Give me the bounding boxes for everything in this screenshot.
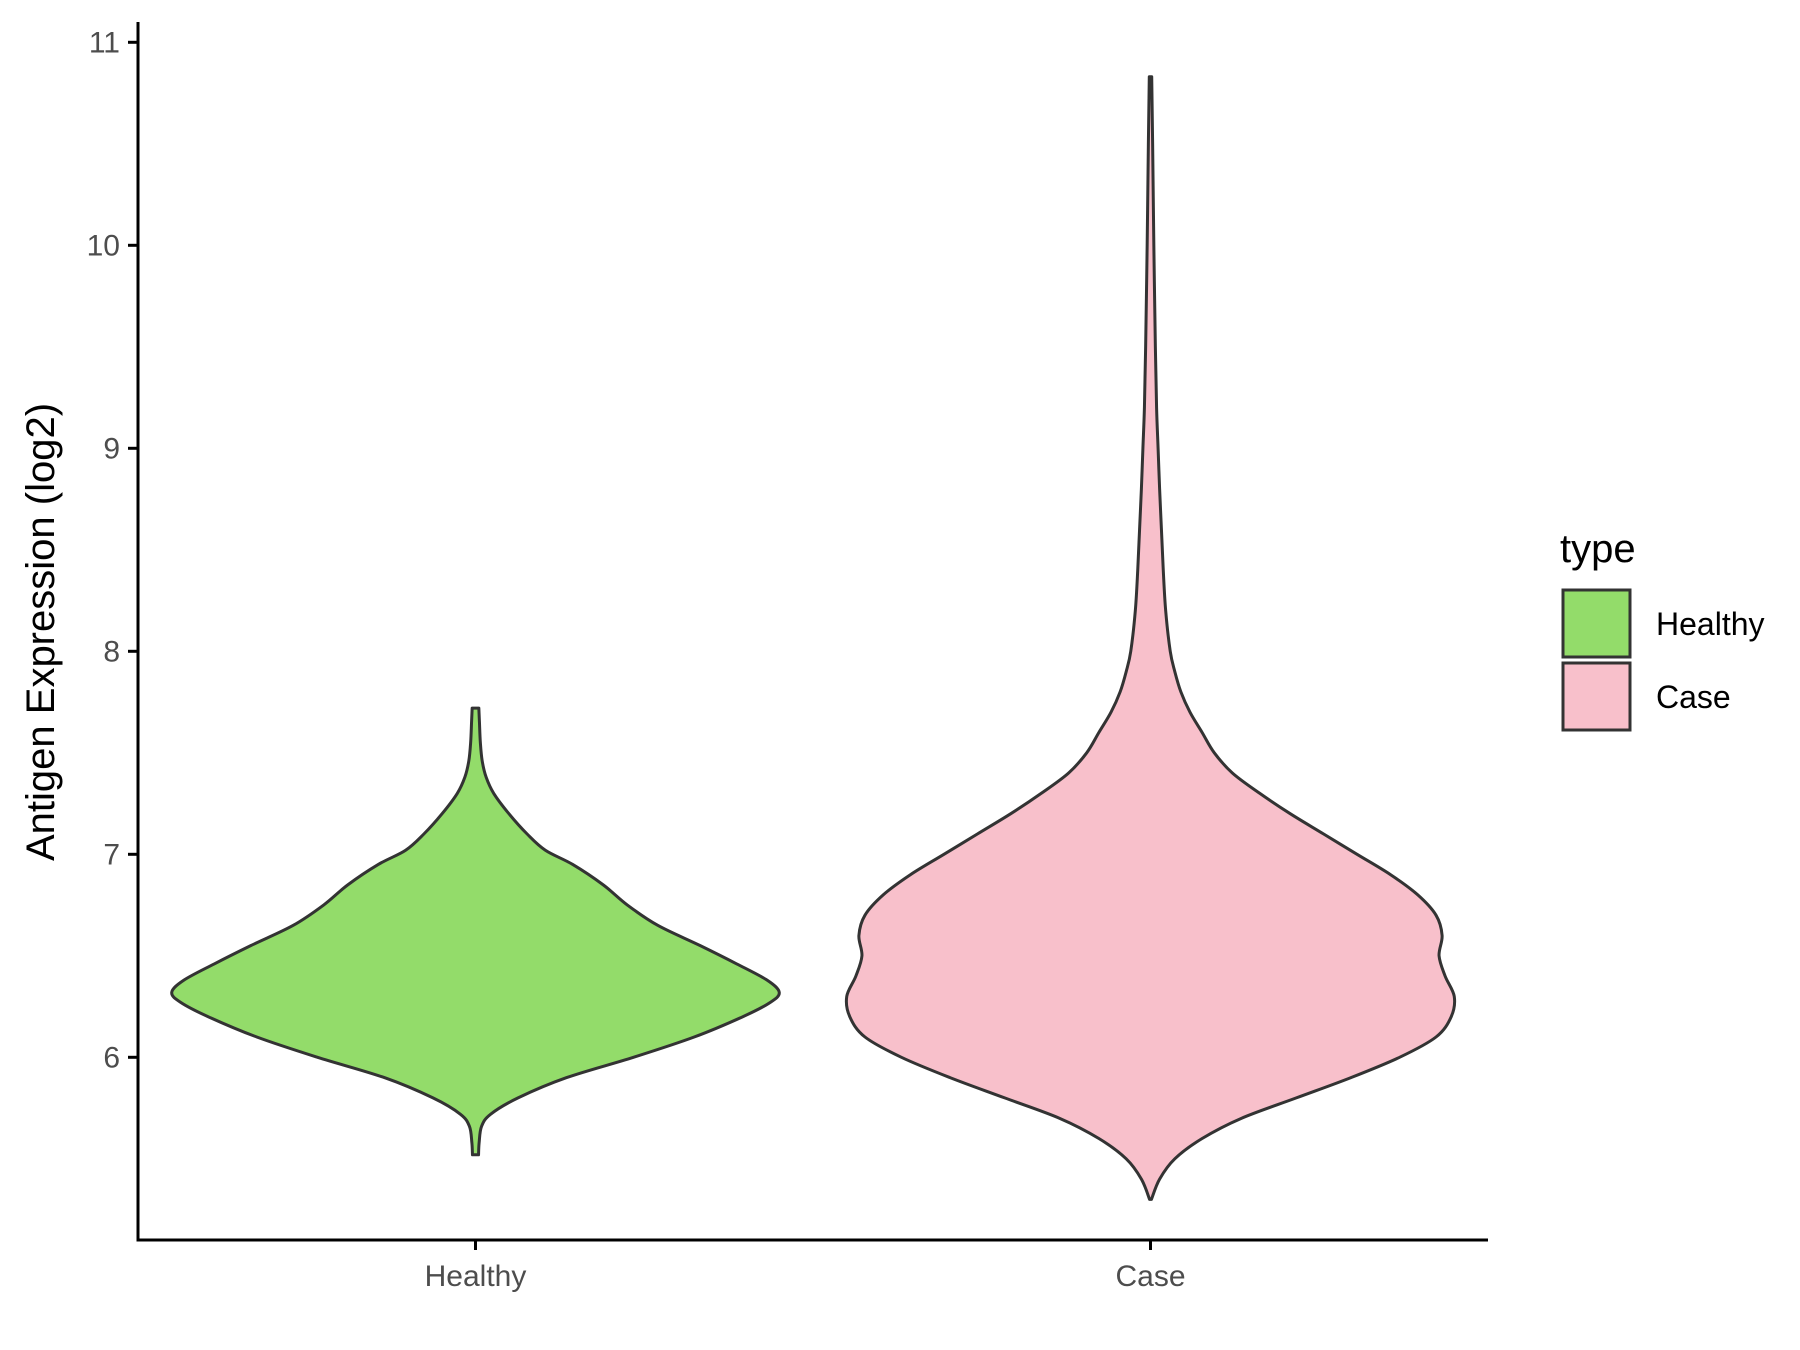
axes: 6 7 8 9 10 11 Healthy Case xyxy=(87,22,1488,1293)
violin-case xyxy=(844,75,1457,1201)
y-tick-label: 10 xyxy=(87,229,120,262)
legend: type Healthy Case xyxy=(1560,527,1765,732)
legend-title: type xyxy=(1560,527,1636,571)
y-tick-label: 11 xyxy=(89,26,120,59)
y-tick-label: 9 xyxy=(103,432,120,465)
y-axis-title: Antigen Expression (log2) xyxy=(19,403,63,861)
violin-healthy xyxy=(170,706,781,1157)
legend-swatch-healthy xyxy=(1561,588,1632,659)
x-tick-label: Healthy xyxy=(425,1260,527,1293)
violin-layer xyxy=(170,75,1457,1201)
legend-swatch-case xyxy=(1561,661,1632,732)
x-ticks: Healthy Case xyxy=(425,1240,1186,1293)
y-tick-label: 8 xyxy=(103,635,120,668)
legend-label-healthy: Healthy xyxy=(1656,606,1765,642)
y-tick-label: 6 xyxy=(103,1041,120,1074)
y-tick-label: 7 xyxy=(103,838,120,871)
y-ticks: 6 7 8 9 10 11 xyxy=(87,26,138,1074)
legend-label-case: Case xyxy=(1656,679,1731,715)
x-tick-label: Case xyxy=(1115,1260,1185,1293)
